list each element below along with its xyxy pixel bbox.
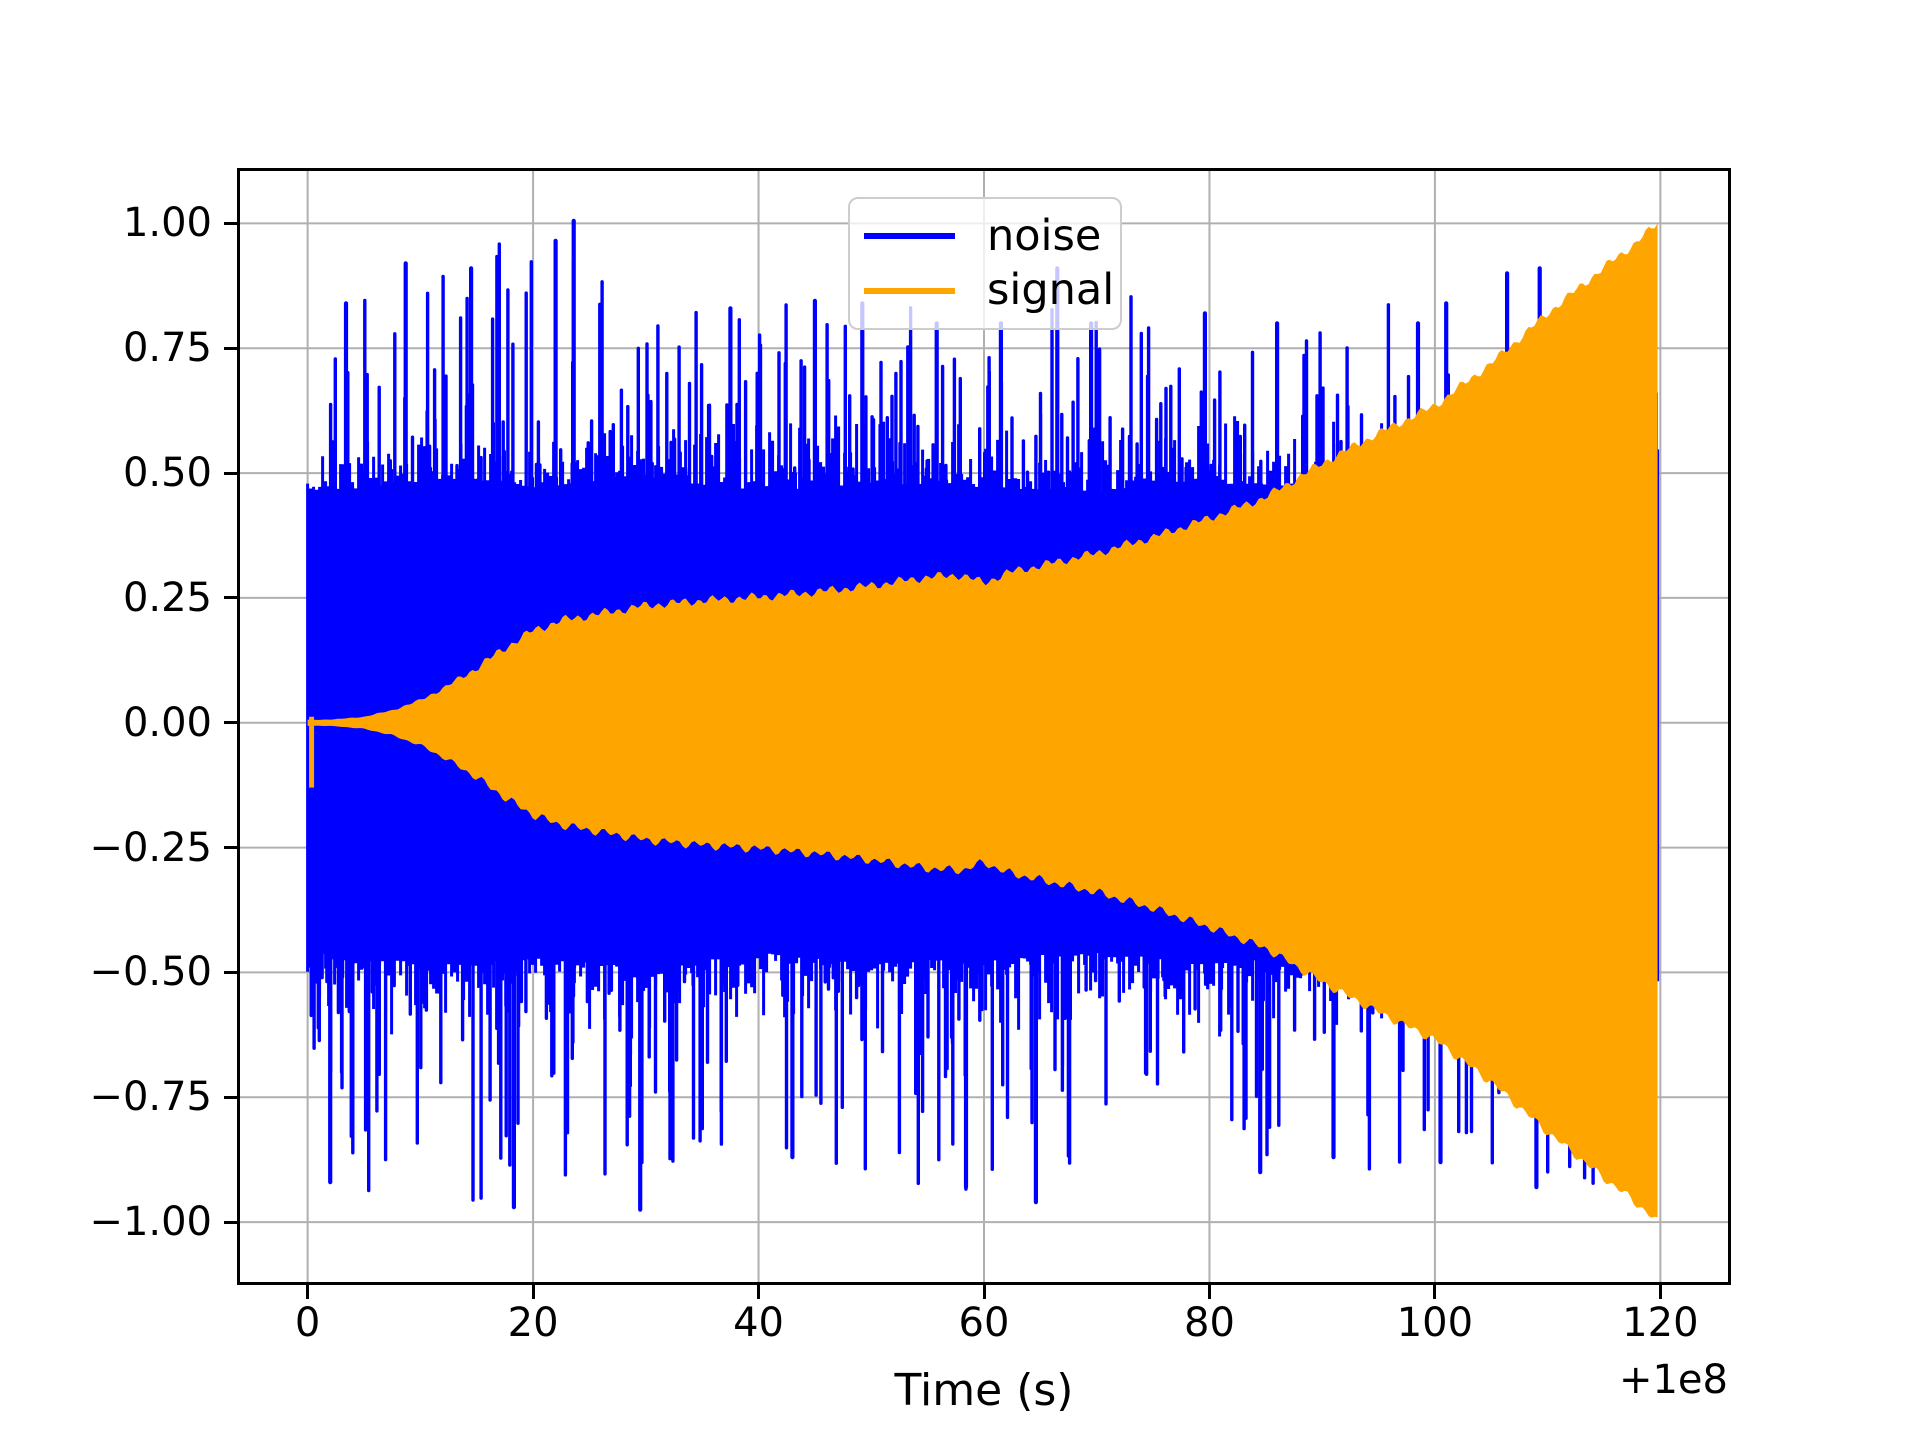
x-tick-label: 0 xyxy=(294,1300,321,1346)
x-tick-mark xyxy=(1658,1285,1662,1299)
y-tick-mark xyxy=(224,596,238,600)
y-tick-label: 1.00 xyxy=(122,200,212,247)
legend-label-noise: noise xyxy=(987,210,1102,261)
x-axis-title: Time (s) xyxy=(894,1365,1074,1416)
y-tick-label: 0.75 xyxy=(122,325,212,372)
x-axis-offset-text: +1e8 xyxy=(1618,1357,1728,1403)
y-tick-mark xyxy=(224,346,238,350)
legend-entry-noise: noise xyxy=(864,210,1120,261)
y-tick-label: 0.50 xyxy=(122,450,212,497)
x-tick-mark xyxy=(306,1285,310,1299)
legend-label-signal: signal xyxy=(987,265,1115,316)
x-tick-mark xyxy=(982,1285,986,1299)
x-tick-label: 80 xyxy=(1184,1300,1235,1346)
y-tick-label: −1.00 xyxy=(89,1199,212,1246)
x-tick-label: 100 xyxy=(1396,1300,1474,1346)
y-tick-mark xyxy=(224,1220,238,1224)
y-tick-mark xyxy=(224,721,238,725)
plot-area xyxy=(240,171,1728,1282)
legend: noise signal xyxy=(848,197,1122,330)
y-tick-label: −0.75 xyxy=(89,1074,212,1121)
y-tick-mark xyxy=(224,1095,238,1099)
y-tick-label: 0.25 xyxy=(122,574,212,621)
y-tick-label: −0.25 xyxy=(89,824,212,871)
signal-envelope-fill xyxy=(307,223,1658,1218)
y-tick-mark xyxy=(224,471,238,475)
y-tick-mark xyxy=(224,221,238,225)
x-tick-mark xyxy=(531,1285,535,1299)
signal-line-swatch xyxy=(864,287,955,294)
y-tick-mark xyxy=(224,970,238,974)
y-tick-mark xyxy=(224,846,238,850)
legend-entry-signal: signal xyxy=(864,269,1120,312)
x-tick-mark xyxy=(1433,1285,1437,1299)
y-tick-label: 0.00 xyxy=(122,699,212,746)
noise-line-swatch xyxy=(864,233,955,240)
x-tick-label: 60 xyxy=(958,1300,1010,1346)
x-tick-label: 40 xyxy=(733,1300,784,1346)
y-tick-label: −0.50 xyxy=(89,949,212,996)
x-tick-mark xyxy=(1207,1285,1211,1299)
x-tick-label: 20 xyxy=(507,1300,559,1346)
x-tick-label: 120 xyxy=(1622,1300,1699,1346)
x-tick-mark xyxy=(757,1285,761,1299)
